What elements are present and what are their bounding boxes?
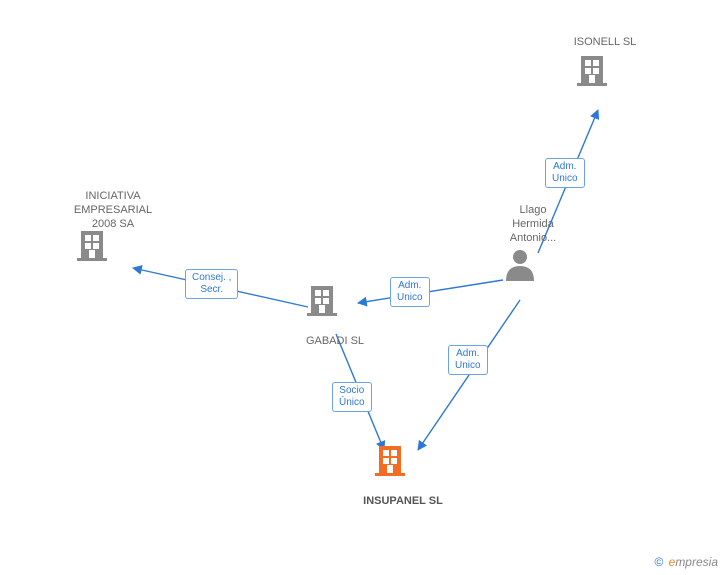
edge-label-socio-unico: Socio Único [332, 382, 372, 412]
building-icon-insupanel[interactable] [375, 446, 405, 476]
copyright-symbol: © [654, 555, 663, 569]
building-icon-gabadi[interactable] [307, 286, 337, 316]
node-label-insupanel: INSUPANEL SL [353, 495, 453, 509]
node-label-gabadi: GABADI SL [295, 335, 375, 349]
person-icon-llago[interactable] [506, 250, 534, 281]
node-label-iniciativa: INICIATIVA EMPRESARIAL 2008 SA [68, 190, 158, 231]
building-icon-isonell[interactable] [577, 56, 607, 86]
edge-llago_to_gabadi [358, 280, 503, 303]
node-label-isonell: ISONELL SL [560, 36, 650, 50]
edge-label-adm-unico-insupanel: Adm. Unico [448, 345, 488, 375]
brand-rest: mpresia [675, 555, 718, 569]
diagram-canvas [0, 0, 728, 575]
building-icon-iniciativa[interactable] [77, 231, 107, 261]
node-label-llago: Llago Hermida Antonio... [498, 204, 568, 245]
edge-label-consej-secr: Consej. , Secr. [185, 269, 238, 299]
edge-label-adm-unico-isonell: Adm. Unico [545, 158, 585, 188]
edge-label-adm-unico-gabadi: Adm. Unico [390, 277, 430, 307]
edge-llago_to_insupanel [418, 300, 520, 450]
watermark: © empresia [654, 555, 718, 569]
